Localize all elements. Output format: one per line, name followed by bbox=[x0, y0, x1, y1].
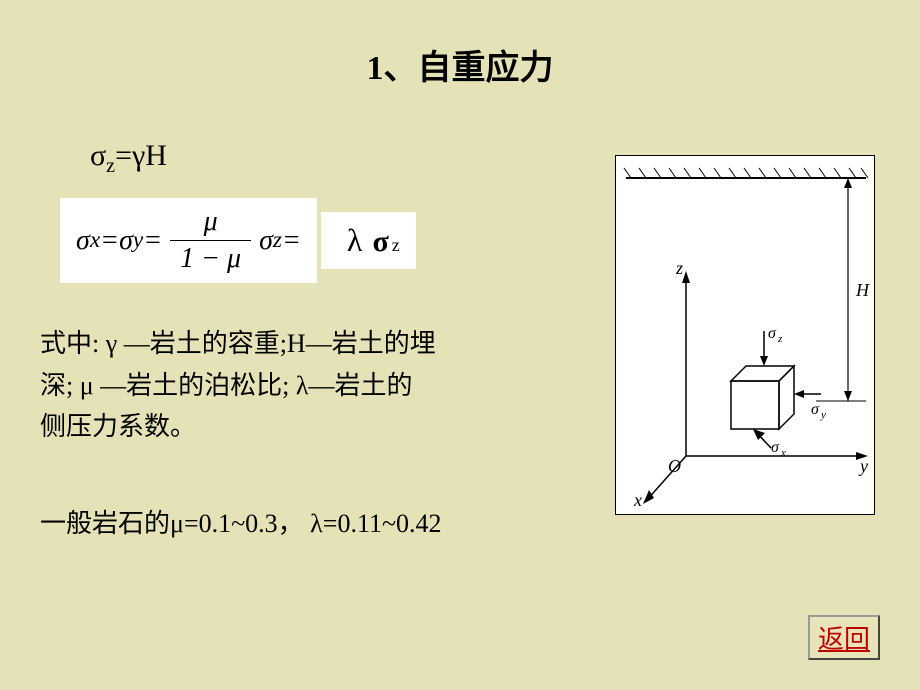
slide-title: 1、自重应力 bbox=[40, 40, 880, 89]
svg-text:z: z bbox=[675, 258, 683, 278]
slide: 1、自重应力 σz=γH σx = σy = μ 1 − μ σz = λ σz… bbox=[0, 0, 920, 690]
svg-text:y: y bbox=[858, 456, 868, 476]
desc-line: 式中: γ —岩土的容重;H—岩土的埋 bbox=[40, 323, 560, 365]
fraction: μ 1 − μ bbox=[170, 206, 251, 275]
svg-text:σ: σ bbox=[771, 439, 780, 456]
svg-text:z: z bbox=[777, 333, 783, 345]
variable-description: 式中: γ —岩土的容重;H—岩土的埋 深; μ —岩土的泊松比; λ—岩土的 … bbox=[40, 323, 560, 448]
return-link[interactable]: 返回 bbox=[808, 615, 880, 660]
svg-text:O: O bbox=[668, 456, 681, 476]
svg-text:σ: σ bbox=[811, 401, 820, 418]
formula-lambda-ext: λ σz bbox=[321, 212, 416, 269]
svg-text:x: x bbox=[633, 490, 642, 510]
formula-main: σx = σy = μ 1 − μ σz = bbox=[60, 198, 317, 283]
stress-diagram: H z y x O bbox=[615, 155, 875, 515]
desc-line: 深; μ —岩土的泊松比; λ—岩土的 bbox=[40, 365, 560, 407]
svg-text:x: x bbox=[780, 447, 786, 459]
svg-text:H: H bbox=[855, 280, 870, 300]
svg-text:σ: σ bbox=[768, 325, 777, 342]
svg-text:y: y bbox=[820, 409, 826, 421]
desc-line: 侧压力系数。 bbox=[40, 406, 560, 448]
